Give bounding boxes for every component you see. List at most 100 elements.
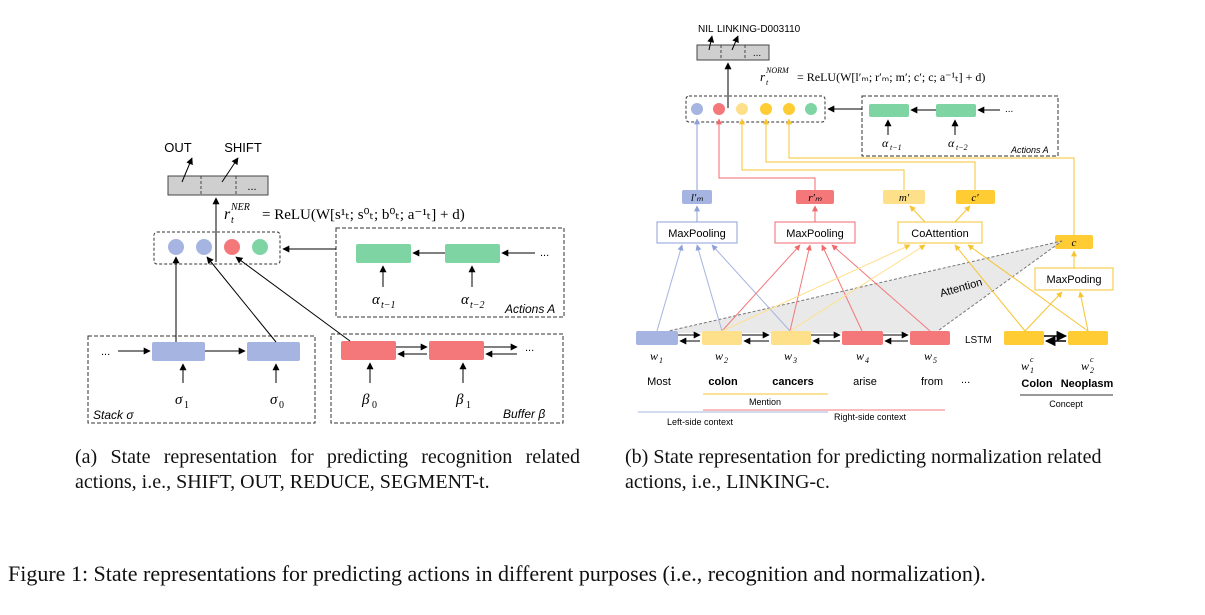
- word-text-2: colon: [708, 376, 738, 388]
- formula-ner-sup: NER: [230, 202, 250, 213]
- action-node-t1-b: [869, 104, 909, 117]
- buffer-sub-1: 1: [466, 400, 471, 411]
- output-label-nil: NIL: [698, 24, 714, 35]
- word-sub-1: 1: [659, 356, 663, 365]
- state-circle-right: [713, 103, 725, 115]
- formula-norm-rhs: = ReLU(W[l′ₘ; r′ₘ; m′; c′; c; a⁻¹ₜ] + d): [797, 70, 985, 84]
- buffer-sub-0: 0: [372, 400, 377, 411]
- right-context-label: Right-side context: [834, 412, 907, 422]
- word-node-1: [636, 331, 678, 345]
- buffer-node-0: [341, 341, 396, 360]
- stack-label-1: σ: [175, 392, 183, 408]
- concept-w-1: w: [1021, 359, 1029, 373]
- word-text-4: arise: [853, 376, 877, 388]
- output-label-shift: SHIFT: [224, 140, 262, 155]
- word-sub-5: 5: [933, 356, 937, 365]
- word-w-5: w: [924, 349, 932, 363]
- output-more-b: ...: [753, 48, 761, 59]
- state-circle-buffer0: [224, 239, 240, 255]
- formula-norm-lhs: r: [760, 69, 766, 84]
- buffer-box: [330, 333, 564, 424]
- state-circle-mention: [736, 103, 748, 115]
- caption-a: (a) State representation for predicting …: [75, 446, 580, 493]
- word-node-4: [842, 331, 883, 345]
- maxpooling-right-label: MaxPooling: [786, 228, 843, 240]
- panel-b: ... NIL LINKING-D003110 r NORM t = ReLU(…: [636, 24, 1114, 427]
- state-vector-a: [153, 231, 281, 265]
- formula-ner-lhs: r: [224, 206, 231, 223]
- feature-label-concept-co: c′: [971, 192, 979, 204]
- formula-ner-rhs: = ReLU(W[s¹ₜ; s⁰ₜ; b⁰ₜ; a⁻¹ₜ] + d): [262, 207, 465, 223]
- coattention-box: [897, 221, 983, 244]
- coattention-label: CoAttention: [911, 228, 968, 240]
- feature-left-context: [682, 190, 712, 204]
- action-node-t2-a: [445, 244, 500, 263]
- lstm-label: LSTM: [965, 335, 992, 346]
- figure-caption: Figure 1: State representations for pred…: [8, 561, 986, 586]
- stack-node-1: [152, 342, 205, 361]
- words-ellipsis: ...: [961, 374, 970, 386]
- action-node-t2-b: [936, 104, 976, 117]
- formula-norm-sub: t: [766, 78, 769, 87]
- concept-node-2: [1068, 331, 1108, 345]
- word-w-1: w: [650, 349, 658, 363]
- action-sub-t1-b: t−1: [890, 143, 902, 152]
- word-text-1: Most: [647, 376, 671, 388]
- formula-ner-sub: t: [231, 215, 234, 226]
- stack-sub-1: 1: [184, 400, 189, 411]
- left-context-label: Left-side context: [667, 417, 734, 427]
- state-circle-concept: [783, 103, 795, 115]
- formula-ner: r NER t = ReLU(W[s¹ₜ; s⁰ₜ; b⁰ₜ; a⁻¹ₜ] + …: [224, 202, 465, 226]
- word-w-4: w: [856, 349, 864, 363]
- output-label-out: OUT: [164, 140, 192, 155]
- buffer-ellipsis: ...: [525, 342, 534, 354]
- buffer-node-1: [429, 341, 484, 360]
- state-circle-action: [252, 239, 268, 255]
- feature-concept: [1055, 235, 1093, 249]
- actions-box-label-a: Actions A: [504, 302, 555, 316]
- concept-sup-2: c: [1090, 355, 1094, 364]
- word-text-3: cancers: [772, 376, 814, 388]
- stack-box-label: Stack σ: [93, 408, 134, 422]
- word-sub-3: 3: [792, 356, 797, 365]
- concept-text-2: Neoplasm: [1061, 378, 1114, 390]
- word-node-2: [702, 331, 742, 345]
- feature-label-right: r′ₘ: [808, 192, 822, 204]
- state-circle-stack1: [168, 239, 184, 255]
- state-circle-action-b: [805, 103, 817, 115]
- word-w-3: w: [784, 349, 792, 363]
- word-node-3: [771, 331, 811, 345]
- feature-label-mention: m′: [899, 192, 910, 204]
- caption-b: (b) State representation for predicting …: [625, 446, 1102, 493]
- actions-box-a: [335, 227, 565, 318]
- actions-box-b: [861, 95, 1059, 157]
- feature-label-left: l′ₘ: [691, 192, 703, 204]
- actions-box-label-b: Actions A: [1010, 145, 1049, 155]
- actions-ellipsis-b: ...: [1005, 104, 1013, 115]
- stack-sub-0: 0: [279, 400, 284, 411]
- concept-node-1: [1004, 331, 1044, 345]
- actions-ellipsis-a: ...: [540, 247, 549, 259]
- action-alpha-t1-b: α: [882, 136, 889, 150]
- action-alpha-t1-a: α: [372, 292, 381, 308]
- formula-norm: r NORM t = ReLU(W[l′ₘ; r′ₘ; m′; c′; c; a…: [760, 66, 985, 87]
- action-alpha-t2-b: α: [948, 136, 955, 150]
- action-sub-t2-a: t−2: [470, 300, 485, 311]
- mention-label: Mention: [749, 397, 781, 407]
- feature-concept-co: [956, 190, 995, 204]
- output-label-linking: LINKING-D003110: [717, 24, 801, 35]
- panel-a: ... OUT SHIFT r NER t = ReLU(W[s¹ₜ; s⁰ₜ;…: [87, 140, 565, 424]
- concept-sub-2: 2: [1090, 366, 1094, 375]
- word-text-5: from: [921, 376, 943, 388]
- buffer-label-0: β: [361, 392, 370, 408]
- state-circle-stack0: [196, 239, 212, 255]
- action-alpha-t2-a: α: [461, 292, 470, 308]
- maxpooling-left-label: MaxPooling: [668, 228, 725, 240]
- action-node-t1-a: [356, 244, 411, 263]
- word-sub-4: 4: [865, 356, 869, 365]
- maxpoding-label: MaxPoding: [1046, 274, 1101, 286]
- action-sub-t1-a: t−1: [381, 300, 396, 311]
- buffer-label-1: β: [455, 392, 464, 408]
- buffer-box-label: Buffer β: [503, 407, 545, 421]
